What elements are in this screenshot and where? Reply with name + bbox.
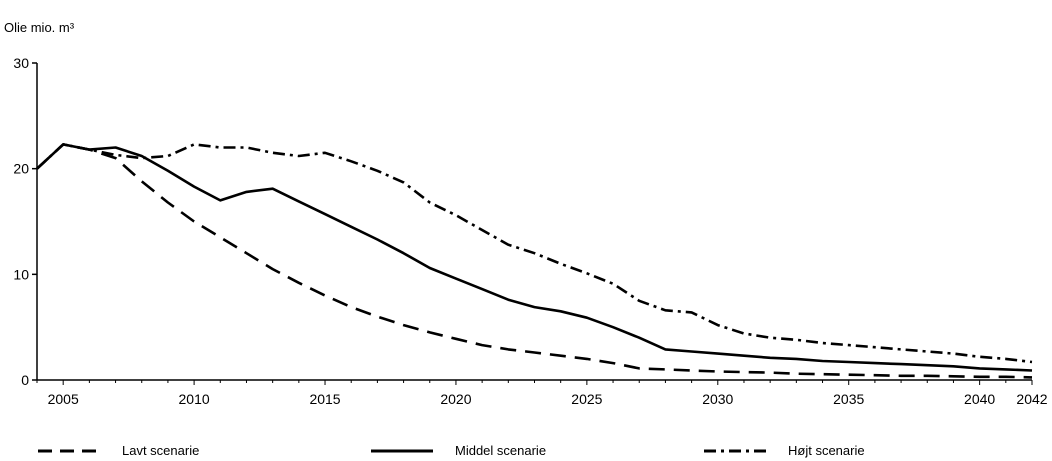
legend-swatch-solid xyxy=(371,449,433,452)
x-tick-label: 2005 xyxy=(48,391,79,407)
series-line-middel xyxy=(36,143,1033,372)
y-tick-label: 0 xyxy=(21,372,29,388)
legend-label-middel: Middel scenarie xyxy=(455,443,547,458)
y-tick-label: 10 xyxy=(13,266,29,282)
x-tick-label: 2020 xyxy=(440,391,471,407)
legend-item-lavt: Lavt scenarie xyxy=(38,443,199,458)
y-axis-label: Olie mio. m³ xyxy=(4,20,75,35)
legend: Lavt scenarie Middel scenarie Højt scena… xyxy=(0,443,1052,461)
legend-item-hojt: Højt scenarie xyxy=(704,443,865,458)
x-tick-label: 2030 xyxy=(702,391,733,407)
legend-item-middel: Middel scenarie xyxy=(371,443,546,458)
x-tick-label: 2010 xyxy=(179,391,210,407)
series-line-hojt xyxy=(36,143,1033,364)
x-tick-label: 2015 xyxy=(309,391,340,407)
y-tick-label: 30 xyxy=(13,55,29,71)
y-tick-label: 20 xyxy=(13,161,29,177)
legend-label-hojt: Højt scenarie xyxy=(788,443,865,458)
legend-swatch-dashdot xyxy=(704,449,766,452)
x-tick-label: 2040 xyxy=(964,391,995,407)
x-tick-label: 2035 xyxy=(833,391,864,407)
x-tick-label: 2042 xyxy=(1016,391,1047,407)
series-line-lavt xyxy=(36,143,1033,379)
legend-label-lavt: Lavt scenarie xyxy=(122,443,200,458)
x-tick-label: 2025 xyxy=(571,391,602,407)
legend-swatch-dashed xyxy=(38,449,100,452)
